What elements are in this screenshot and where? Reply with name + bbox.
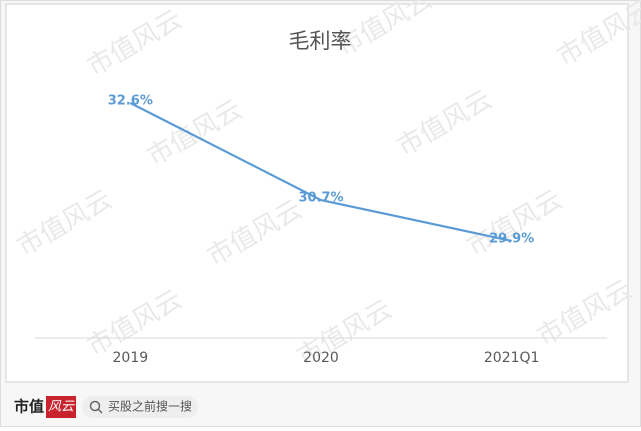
data-label: 30.7% (298, 191, 343, 206)
search-icon-handle (97, 408, 103, 414)
data-label: 32.6% (108, 93, 153, 108)
brand: 市值 (14, 398, 44, 416)
chart-title: 毛利率 (289, 29, 352, 53)
search-icon (89, 400, 101, 412)
data-label: 29.9% (489, 231, 534, 246)
x-tick-label: 2019 (113, 350, 149, 366)
x-tick-label: 2020 (303, 350, 339, 366)
search-box[interactable] (82, 396, 198, 418)
chart-area (5, 3, 629, 383)
plot: 2019 2020 2021Q1 32.6% 30.7% 29.9% (35, 93, 607, 366)
logo-box (46, 396, 76, 418)
search-placeholder[interactable]: 买股之前搜一搜 (108, 399, 192, 414)
x-tick-label: 2021Q1 (484, 350, 540, 366)
logo: 风云 (48, 400, 75, 415)
line (129, 102, 512, 243)
